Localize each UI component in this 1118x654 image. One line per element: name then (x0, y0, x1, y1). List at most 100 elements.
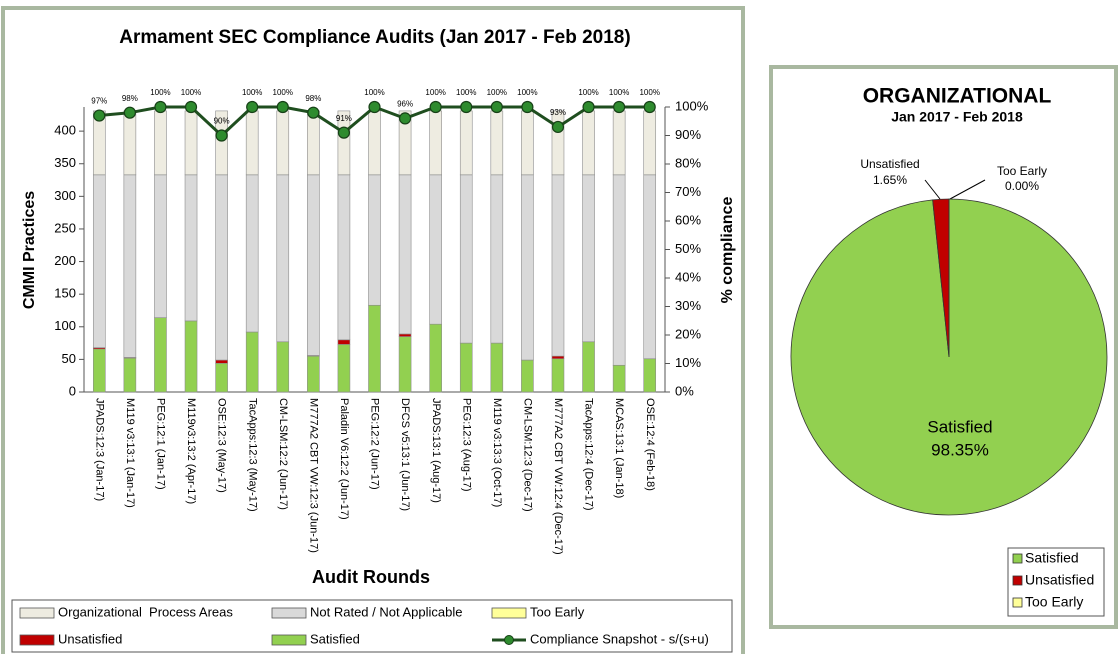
compliance-marker (582, 100, 595, 114)
x-tick-label: OSE:12:4 (Feb-18) (644, 398, 656, 491)
bar-segment (490, 174, 504, 344)
data-label: 100% (150, 88, 170, 97)
y2-tick-label: 20% (675, 326, 701, 341)
x-tick-label: TacApps:12:3 (May-17) (246, 398, 258, 512)
data-label: 100% (609, 88, 629, 97)
bar-segment (92, 174, 106, 348)
bar-segment (307, 174, 320, 356)
x-tick-label: PEG:12:1 (Jan-17) (155, 398, 167, 490)
y2-tick-label: 60% (675, 212, 701, 227)
bar-segment (368, 110, 381, 176)
bar-segment (521, 110, 534, 176)
bar-segment (337, 344, 351, 393)
y2-tick-label: 10% (675, 355, 701, 370)
compliance-marker (398, 112, 412, 125)
bar-segment (612, 174, 626, 366)
bar-segment (307, 110, 320, 176)
compliance-marker (154, 100, 167, 114)
y2-tick-label: 80% (675, 155, 701, 170)
data-label: 100% (273, 88, 293, 97)
x-tick-label: M119 v3:13:3 (Oct-17) (491, 398, 503, 507)
data-label: 90% (214, 117, 230, 126)
bar-segment (429, 174, 442, 325)
bar-segment (154, 110, 167, 176)
x-tick-label: CM-LSM:12:3 (Dec-17) (521, 398, 533, 512)
compliance-marker (460, 100, 473, 114)
bar-segment (551, 174, 565, 357)
pie-title: ORGANIZATIONAL (863, 85, 1052, 108)
pie-label: Too Early (997, 164, 1047, 178)
bar-segment (643, 174, 657, 360)
compliance-marker (613, 100, 626, 114)
pie-legend-frame (1007, 547, 1105, 617)
bar-segment (612, 110, 626, 176)
data-label: 100% (578, 88, 598, 97)
data-label: 100% (487, 88, 507, 97)
data-label: 100% (456, 88, 476, 97)
legend-swatch (491, 607, 527, 619)
y-tick-label: 0 (69, 383, 76, 398)
bar-segment (398, 333, 412, 337)
y2-tick-label: 40% (675, 269, 701, 284)
y-tick-label: 250 (54, 220, 76, 235)
pie-subtitle: Jan 2017 - Feb 2018 (891, 109, 1023, 125)
bar-segment (429, 323, 442, 393)
bar-segment (368, 304, 381, 393)
y-tick-label: 100 (54, 318, 76, 333)
compliance-marker (551, 120, 565, 134)
legend-swatch (1012, 575, 1023, 586)
x-tick-label: Paladin V6:12:2 (Jun-17) (338, 398, 350, 520)
legend-label: Compliance Snapshot - s/(s+u) (530, 631, 709, 646)
pie-value-label: 0.00% (1005, 179, 1039, 193)
legend-frame (11, 599, 733, 653)
bar-segment (184, 174, 198, 322)
legend-label: Too Early (1025, 594, 1083, 610)
bar-segment (276, 341, 290, 393)
data-label: 100% (242, 88, 262, 97)
bar-segment (582, 341, 595, 393)
y2-axis-label: % compliance (719, 197, 736, 304)
compliance-marker (429, 100, 442, 114)
bar-segment (276, 174, 290, 343)
bar-segment (459, 110, 473, 176)
x-tick-label: PEG:12:2 (Jun-17) (369, 398, 381, 490)
bar-segment (612, 364, 626, 393)
y2-tick-label: 100% (675, 98, 709, 113)
compliance-marker (276, 100, 289, 114)
data-label: 97% (91, 97, 107, 106)
x-tick-label: TacApps:12:4 (Dec-17) (583, 398, 595, 511)
data-label: 100% (425, 88, 445, 97)
legend-label: Too Early (530, 604, 585, 619)
y-tick-label: 400 (54, 123, 76, 138)
bar-segment (398, 336, 412, 393)
y2-tick-label: 50% (675, 241, 701, 256)
y-tick-label: 150 (54, 286, 76, 301)
x-tick-label: DFCS v5:13:1 (Jun-17) (399, 398, 411, 511)
legend-swatch (19, 634, 55, 646)
x-tick-label: M777A2 CBT VW:12:3 (Jun-17) (307, 398, 319, 553)
bar-segment (582, 174, 595, 343)
compliance-marker (123, 106, 136, 119)
bar-segment (215, 174, 228, 361)
bar-segment (398, 174, 412, 335)
pie-value-label: 98.35% (931, 440, 989, 459)
bar-segment (490, 110, 504, 176)
y2-tick-label: 0% (675, 383, 694, 398)
bar-segment (551, 358, 565, 393)
x-tick-label: CM-LSM:12:2 (Jun-17) (277, 398, 289, 510)
bar-segment (459, 342, 473, 393)
bar-segment (551, 110, 565, 176)
legend-label: Satisfied (310, 631, 360, 646)
compliance-marker (307, 106, 320, 119)
legend-swatch (1012, 597, 1023, 608)
x-tick-label: M119v3:13:2 (Apr-17) (185, 398, 197, 504)
legend-label: Unsatisfied (58, 631, 122, 646)
y-tick-label: 300 (54, 188, 76, 203)
compliance-marker (368, 100, 381, 114)
compliance-marker (215, 129, 228, 142)
data-label: 93% (550, 108, 566, 117)
bar-segment (215, 359, 228, 364)
compliance-marker (184, 100, 198, 114)
bar-segment (245, 331, 259, 393)
